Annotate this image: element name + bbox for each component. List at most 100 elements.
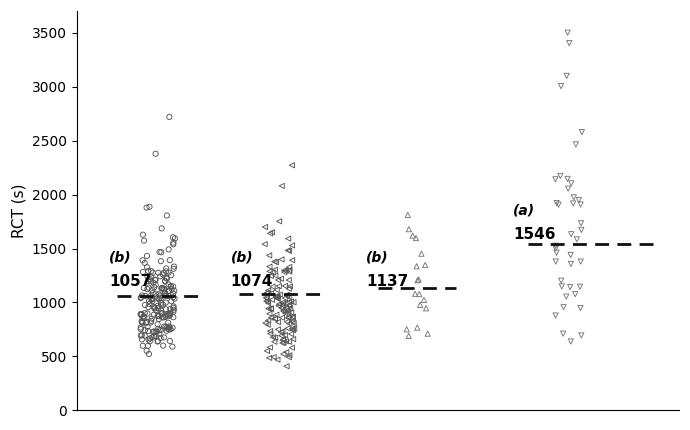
Point: [575, 258, 586, 265]
Point: [143, 304, 154, 310]
Point: [565, 252, 576, 258]
Point: [136, 310, 147, 317]
Point: [144, 338, 155, 345]
Point: [260, 319, 271, 326]
Point: [161, 268, 172, 275]
Point: [555, 172, 566, 179]
Point: [263, 317, 274, 324]
Point: [166, 286, 177, 293]
Point: [144, 276, 155, 283]
Text: 1137: 1137: [366, 274, 408, 289]
Point: [147, 290, 158, 297]
Point: [562, 29, 573, 36]
Point: [167, 343, 178, 350]
Point: [145, 292, 156, 299]
Point: [287, 318, 298, 325]
Point: [152, 321, 163, 328]
Text: (b): (b): [230, 251, 253, 265]
Point: [150, 150, 161, 157]
Point: [418, 296, 429, 303]
Point: [259, 224, 270, 230]
Point: [284, 338, 295, 345]
Text: 1074: 1074: [230, 274, 273, 289]
Point: [147, 298, 158, 304]
Point: [286, 314, 297, 321]
Point: [160, 299, 171, 306]
Point: [163, 312, 174, 319]
Point: [281, 305, 292, 312]
Point: [270, 272, 281, 279]
Point: [141, 319, 152, 326]
Point: [170, 235, 181, 242]
Point: [283, 285, 294, 292]
Point: [148, 333, 159, 340]
Point: [165, 283, 176, 290]
Point: [276, 256, 287, 263]
Point: [412, 324, 423, 331]
Point: [411, 263, 422, 270]
Point: [139, 237, 150, 244]
Point: [264, 344, 275, 351]
Point: [273, 326, 284, 333]
Point: [158, 285, 169, 292]
Point: [136, 318, 147, 325]
Point: [155, 273, 166, 280]
Point: [262, 289, 273, 296]
Point: [150, 281, 161, 288]
Point: [159, 289, 170, 296]
Point: [156, 307, 167, 314]
Point: [153, 313, 164, 319]
Point: [273, 283, 284, 290]
Point: [410, 290, 421, 297]
Point: [141, 264, 152, 270]
Text: 1546: 1546: [513, 227, 555, 242]
Point: [288, 336, 299, 343]
Point: [564, 40, 575, 46]
Point: [168, 303, 179, 310]
Point: [135, 326, 146, 332]
Point: [151, 328, 162, 335]
Point: [277, 340, 288, 347]
Point: [283, 314, 294, 321]
Point: [279, 310, 290, 317]
Point: [154, 327, 165, 334]
Point: [576, 129, 587, 135]
Point: [135, 295, 146, 301]
Point: [152, 312, 164, 319]
Point: [282, 292, 293, 298]
Point: [145, 335, 156, 342]
Point: [566, 231, 577, 238]
Point: [564, 284, 575, 291]
Point: [565, 261, 576, 267]
Point: [146, 315, 157, 322]
Point: [157, 271, 168, 278]
Point: [157, 342, 168, 349]
Point: [168, 314, 179, 321]
Point: [155, 335, 166, 341]
Point: [259, 241, 270, 248]
Point: [288, 327, 299, 334]
Point: [163, 269, 174, 276]
Point: [157, 285, 168, 292]
Point: [152, 269, 164, 276]
Point: [402, 212, 413, 218]
Point: [161, 327, 172, 334]
Point: [168, 294, 179, 301]
Point: [149, 284, 160, 291]
Point: [161, 324, 172, 331]
Point: [569, 194, 580, 201]
Point: [277, 302, 288, 309]
Point: [136, 319, 147, 326]
Point: [284, 299, 295, 306]
Point: [152, 295, 163, 301]
Point: [143, 284, 154, 291]
Point: [156, 299, 167, 306]
Point: [147, 295, 158, 302]
Point: [143, 267, 154, 274]
Point: [282, 292, 293, 299]
Point: [412, 277, 423, 284]
Point: [137, 292, 148, 299]
Point: [271, 311, 282, 318]
Point: [145, 319, 156, 326]
Point: [283, 354, 294, 361]
